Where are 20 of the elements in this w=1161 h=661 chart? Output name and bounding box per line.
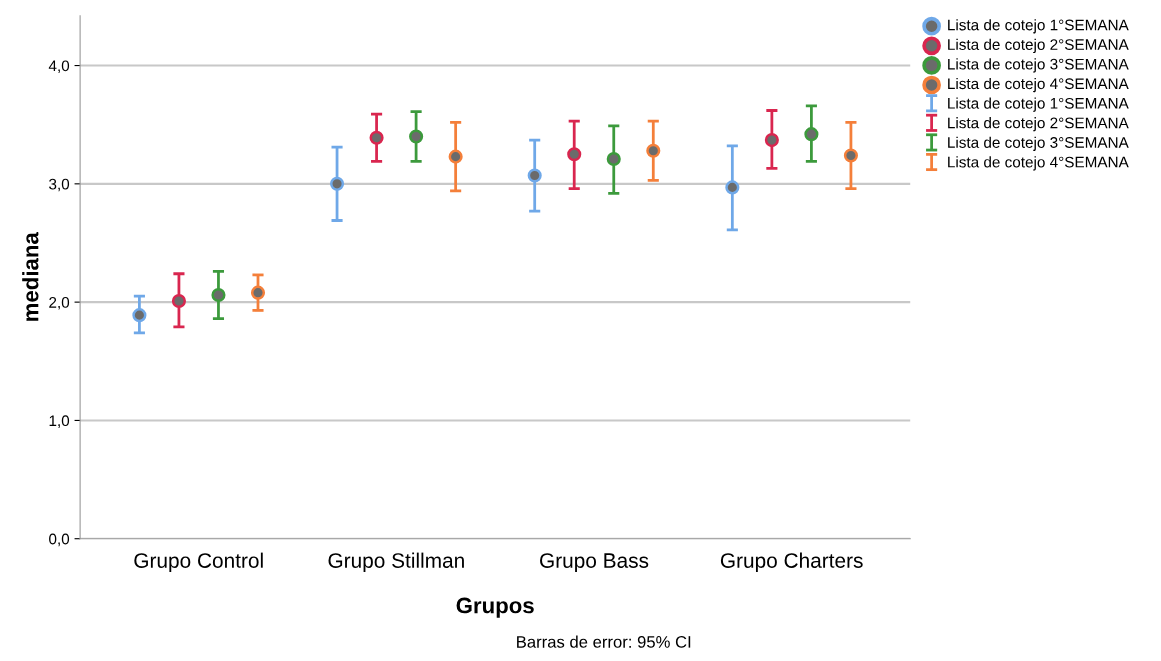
y-tick-label: 1,0 bbox=[49, 415, 70, 428]
text: Barras de error: 95% CI bbox=[517, 635, 691, 648]
x-tick-label: Grupo Charters bbox=[720, 552, 863, 573]
x-tick-label: Grupo Control bbox=[134, 552, 263, 573]
legend-label: Lista de cotejo 1°SEMANA bbox=[948, 97, 1129, 112]
legend-label: Lista de cotejo 2°SEMANA bbox=[948, 117, 1129, 132]
text: Lista de cotejo 4°SEMANA bbox=[948, 77, 1129, 93]
y-tick-label: 0,0 bbox=[49, 533, 70, 547]
y-tick-label: 4,0 bbox=[48, 60, 70, 74]
y-tick-label: 3,0 bbox=[49, 178, 70, 192]
text: Lista de cotejo 1°SEMANA bbox=[948, 19, 1129, 34]
legend-label: Lista de cotejo 3°SEMANA bbox=[948, 136, 1129, 151]
text: Lista de cotejo 3°SEMANA bbox=[948, 58, 1129, 73]
x-tick-label: Grupo Stillman bbox=[328, 552, 464, 573]
text: Lista de cotejo 2°SEMANA bbox=[948, 38, 1129, 53]
x-axis-title: Grupos bbox=[456, 597, 534, 618]
legend-label: Lista de cotejo 4°SEMANA bbox=[948, 156, 1129, 171]
x-tick-label: Grupo Bass bbox=[540, 553, 649, 573]
y-tick-label: 2,0 bbox=[49, 297, 70, 310]
y-axis-title: mediana bbox=[22, 232, 39, 321]
